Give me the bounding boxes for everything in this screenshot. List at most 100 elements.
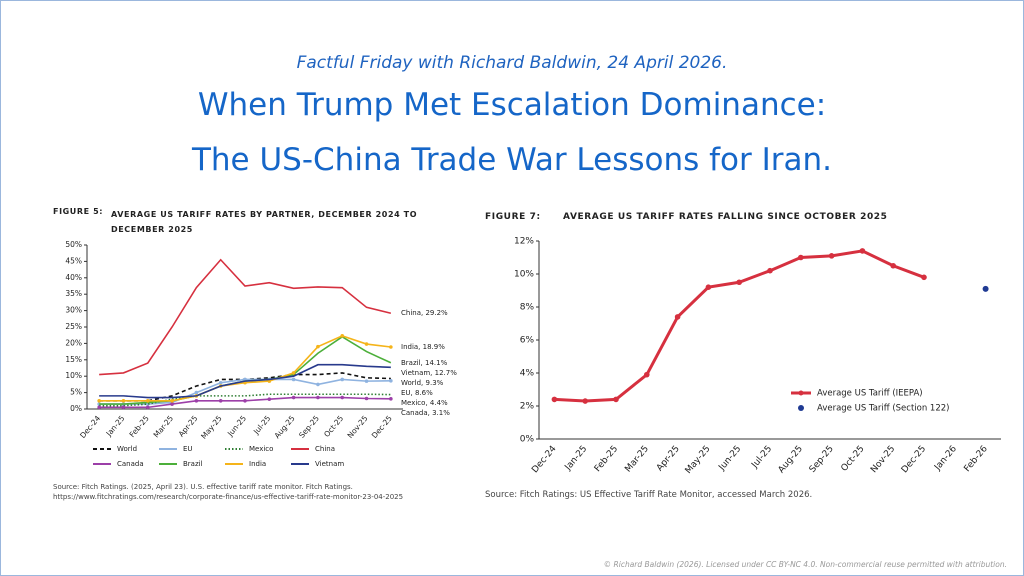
x-tick-label: Jan-25	[563, 444, 590, 473]
x-tick-label: Dec-25	[370, 414, 394, 440]
data-point	[613, 396, 619, 403]
data-point	[389, 345, 393, 349]
x-tick-label: Apr-25	[655, 444, 682, 473]
y-tick-label: 40%	[65, 273, 82, 282]
y-tick-label: 50%	[65, 240, 82, 249]
data-point	[705, 284, 712, 291]
data-point	[921, 274, 927, 281]
legend-swatch	[798, 405, 804, 411]
data-point	[97, 405, 101, 410]
end-label: India, 18.9%	[401, 343, 445, 351]
y-tick-label: 20%	[65, 338, 82, 347]
data-point	[145, 399, 150, 403]
data-point	[121, 399, 126, 403]
x-tick-label: Sep-25	[808, 444, 836, 475]
end-label: Vietnam, 12.7%	[401, 369, 457, 377]
x-tick-label: May-25	[199, 414, 224, 441]
source-note: Source: Fitch Ratings: US Effective Tari…	[485, 490, 813, 500]
data-point	[170, 402, 174, 406]
y-tick-label: 15%	[65, 355, 82, 364]
title-line: When Trump Met Escalation Dominance:	[197, 87, 827, 123]
series-line	[99, 258, 392, 376]
x-tick-label: Jun-25	[225, 414, 248, 439]
legend-swatch	[798, 390, 804, 396]
data-point	[218, 380, 223, 385]
y-tick-label: 5%	[70, 388, 82, 397]
x-tick-label: Aug-25	[272, 414, 296, 441]
data-point	[389, 378, 393, 383]
data-point	[194, 399, 199, 403]
data-point	[316, 382, 320, 387]
x-tick-label: Dec-25	[900, 444, 928, 475]
end-label: Canada, 3.1%	[401, 409, 450, 417]
series-line	[99, 334, 391, 402]
data-point	[316, 395, 320, 400]
figure-label: FIGURE 7:	[485, 212, 541, 222]
data-point	[364, 396, 369, 401]
end-label: Brazil, 14.1%	[401, 359, 448, 367]
x-tick-label: Apr-25	[177, 414, 200, 439]
x-tick-label: Nov-25	[869, 444, 897, 475]
legend-label: China	[315, 445, 335, 453]
end-label: World, 9.3%	[401, 379, 444, 387]
figure-title: AVERAGE US TARIFF RATES FALLING SINCE OC…	[563, 212, 888, 222]
series-line	[99, 363, 391, 399]
legend-label: EU	[183, 445, 193, 453]
x-tick-label: Mar-25	[152, 414, 176, 440]
data-point	[551, 396, 558, 403]
series-line	[554, 249, 925, 403]
data-point	[859, 248, 866, 254]
legend-label: Average US Tariff (Section 122)	[817, 404, 949, 414]
x-tick-label: May-25	[684, 444, 713, 476]
x-tick-label: Jun-25	[717, 444, 744, 473]
source-note: Source: Fitch Ratings. (2025, April 23).…	[53, 483, 404, 501]
data-point	[218, 399, 223, 403]
data-point	[828, 253, 835, 259]
figure-label: FIGURE 5:	[53, 207, 104, 216]
x-tick-label: Aug-25	[777, 444, 805, 475]
data-point	[340, 334, 345, 338]
data-point	[121, 405, 126, 410]
x-tick-label: Jul-25	[749, 444, 774, 471]
x-tick-label: Jul-25	[251, 414, 272, 437]
y-tick-label: 10%	[514, 270, 534, 280]
data-point	[798, 254, 804, 261]
subtitle: Factful Friday with Richard Baldwin, 24 …	[296, 53, 728, 73]
x-tick-label: Feb-25	[128, 414, 151, 440]
data-point	[767, 267, 773, 274]
data-point	[582, 398, 588, 404]
y-tick-label: 0%	[70, 404, 82, 413]
legend-label: Vietnam	[315, 460, 344, 468]
x-tick-label: Oct-25	[839, 444, 866, 474]
y-tick-label: 0%	[520, 435, 535, 445]
data-point	[340, 395, 345, 400]
footer: © Richard Baldwin (2026). Licensed under…	[603, 560, 1007, 569]
title-line: The US-China Trade War Lessons for Iran.	[191, 142, 833, 178]
legend-label: India	[249, 460, 266, 468]
data-point	[291, 377, 296, 382]
y-tick-label: 45%	[65, 256, 82, 265]
figure-title: AVERAGE US TARIFF RATES BY PARTNER, DECE…	[111, 210, 418, 234]
data-point	[644, 371, 650, 378]
legend-label: World	[117, 445, 137, 453]
data-point	[194, 390, 199, 395]
data-point	[97, 399, 101, 403]
data-point	[243, 399, 247, 403]
x-tick-label: Feb-25	[593, 444, 620, 474]
y-tick-label: 2%	[520, 402, 535, 412]
data-point	[316, 344, 320, 349]
legend-label: Average US Tariff (IEEPA)	[817, 389, 923, 399]
data-point	[267, 397, 272, 401]
x-tick-label: Dec-24	[530, 444, 558, 475]
x-tick-label: Nov-25	[346, 414, 370, 440]
end-label: China, 29.2%	[401, 309, 448, 317]
x-tick-label: Jan-26	[932, 444, 959, 473]
y-tick-label: 35%	[65, 289, 82, 298]
data-point	[364, 379, 369, 383]
end-label: EU, 8.6%	[401, 389, 433, 397]
data-point	[674, 314, 681, 320]
x-tick-label: Oct-25	[322, 414, 345, 439]
data-point	[364, 342, 369, 346]
legend-label: Brazil	[183, 460, 203, 468]
